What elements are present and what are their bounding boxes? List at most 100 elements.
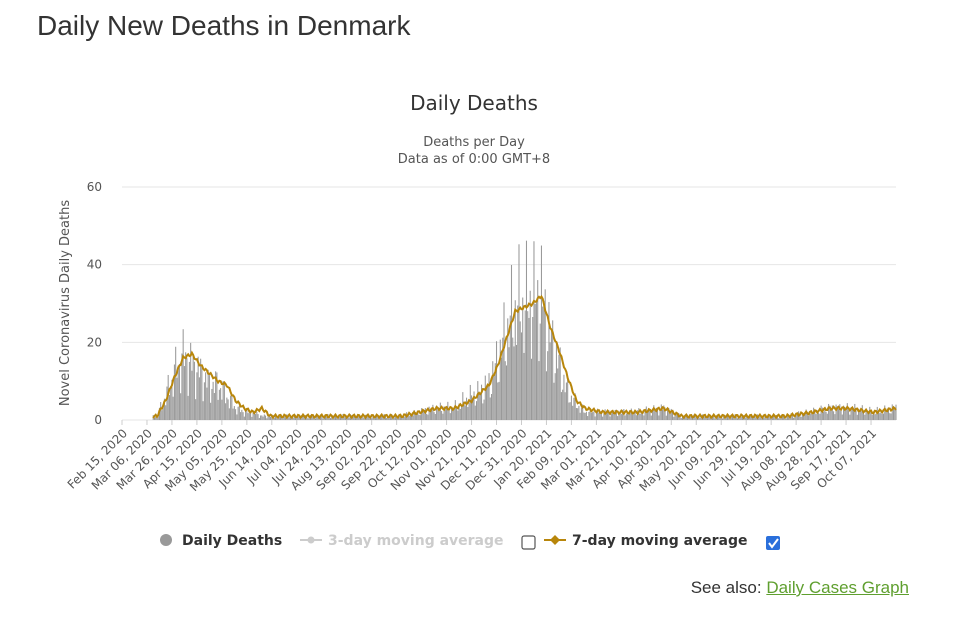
- legend-item-daily-deaths[interactable]: Daily Deaths: [160, 533, 282, 549]
- daily-deaths-bar: [196, 372, 198, 420]
- daily-deaths-bar: [691, 417, 694, 420]
- daily-deaths-bar: [293, 414, 295, 420]
- y-tick-label: 20: [87, 335, 102, 349]
- daily-deaths-bar: [843, 405, 845, 420]
- daily-deaths-bar: [590, 412, 592, 420]
- daily-deaths-bar: [523, 352, 525, 420]
- daily-deaths-bar: [728, 415, 730, 420]
- daily-deaths-bar: [634, 412, 636, 420]
- daily-deaths-bar: [599, 411, 601, 420]
- daily-deaths-bar: [584, 412, 586, 420]
- daily-deaths-bar: [730, 416, 732, 420]
- daily-deaths-bar: [471, 395, 473, 420]
- daily-deaths-bar: [879, 413, 881, 420]
- daily-deaths-bar: [540, 245, 542, 420]
- daily-deaths-bar: [713, 416, 715, 420]
- daily-deaths-bar: [216, 372, 218, 420]
- daily-deaths-bar: [490, 394, 493, 420]
- daily-deaths-bar: [594, 416, 596, 420]
- daily-deaths-bar: [290, 415, 292, 420]
- daily-deaths-bar: [682, 416, 684, 420]
- page-heading: Daily New Deaths in Denmark: [37, 10, 411, 41]
- daily-deaths-bar: [595, 412, 597, 420]
- daily-deaths-bar: [268, 415, 270, 420]
- daily-deaths-bar: [472, 399, 474, 420]
- daily-deaths-bar: [226, 397, 228, 420]
- daily-deaths-bar: [549, 342, 551, 420]
- daily-deaths-bar: [242, 412, 244, 420]
- daily-deaths-bar: [538, 361, 540, 420]
- daily-deaths-bar: [674, 413, 676, 420]
- daily-deaths-bar: [834, 414, 836, 420]
- daily-deaths-bar: [513, 346, 515, 420]
- daily-deaths-bar: [811, 414, 813, 420]
- daily-deaths-bar: [451, 406, 453, 420]
- daily-deaths-bar: [212, 381, 214, 420]
- daily-deaths-bar: [739, 415, 741, 420]
- daily-deaths-bar: [341, 417, 343, 420]
- daily-deaths-bar: [768, 415, 770, 420]
- legend: Daily Deaths 3-day moving average 7-day …: [160, 533, 780, 550]
- daily-deaths-bar: [755, 417, 757, 420]
- daily-deaths-bar: [316, 415, 318, 420]
- daily-deaths-bar: [173, 364, 175, 420]
- daily-deaths-bar: [726, 414, 728, 420]
- daily-deaths-bar: [334, 414, 336, 420]
- daily-deaths-bar: [871, 414, 873, 420]
- daily-deaths-bar: [695, 417, 697, 420]
- daily-deaths-bar: [627, 411, 629, 420]
- daily-deaths-bar: [358, 415, 360, 420]
- daily-deaths-bar: [381, 415, 383, 420]
- daily-deaths-bar: [533, 241, 535, 420]
- daily-cases-graph-link[interactable]: Daily Cases Graph: [766, 578, 909, 597]
- daily-deaths-bar: [830, 409, 832, 420]
- daily-deaths-bar: [894, 409, 896, 420]
- daily-deaths-bar: [598, 412, 600, 420]
- daily-deaths-bar: [647, 412, 649, 420]
- daily-deaths-bar: [448, 409, 450, 420]
- checkbox-3-day-average[interactable]: [521, 535, 536, 550]
- daily-deaths-bar: [233, 406, 235, 420]
- daily-deaths-bar: [706, 418, 709, 420]
- daily-deaths-bar: [858, 408, 860, 420]
- daily-deaths-bar: [324, 415, 327, 420]
- daily-deaths-bar: [863, 410, 865, 420]
- daily-deaths-bar: [537, 280, 539, 420]
- daily-deaths-bar: [600, 410, 602, 420]
- daily-deaths-bar: [528, 317, 530, 420]
- daily-deaths-bar: [230, 395, 232, 420]
- daily-deaths-bar: [810, 413, 812, 420]
- daily-deaths-bar: [486, 386, 488, 420]
- daily-deaths-bar: [296, 416, 298, 420]
- daily-deaths-bar: [633, 413, 635, 420]
- legend-item-7-day-average[interactable]: 7-day moving average: [544, 533, 748, 549]
- daily-deaths-bar: [607, 410, 609, 420]
- daily-deaths-bar: [177, 365, 179, 420]
- daily-deaths-bar: [597, 408, 599, 420]
- daily-deaths-bar: [578, 405, 580, 420]
- daily-deaths-bar: [685, 414, 687, 420]
- legend-item-3-day-average[interactable]: 3-day moving average: [300, 533, 504, 549]
- checkbox-7-day-average[interactable]: [766, 536, 780, 550]
- daily-deaths-bar: [510, 264, 513, 420]
- daily-deaths-bar: [353, 415, 355, 420]
- daily-deaths-bar: [853, 409, 855, 420]
- daily-deaths-bar: [831, 405, 833, 420]
- daily-deaths-bar: [759, 417, 761, 420]
- see-also-label: See also:: [690, 578, 762, 597]
- daily-deaths-bar: [836, 406, 838, 420]
- daily-deaths-bar: [593, 411, 595, 420]
- daily-deaths-bar: [740, 416, 742, 420]
- daily-deaths-bar: [447, 401, 449, 420]
- daily-deaths-bar: [555, 342, 557, 420]
- daily-deaths-bar: [663, 405, 665, 420]
- daily-deaths-bar: [220, 388, 222, 420]
- daily-deaths-bar: [622, 409, 624, 420]
- daily-deaths-bars: [152, 240, 897, 420]
- daily-deaths-bar: [449, 413, 451, 420]
- daily-deaths-bar: [223, 382, 225, 420]
- y-tick-label: 40: [87, 258, 102, 272]
- daily-deaths-bar: [459, 408, 461, 420]
